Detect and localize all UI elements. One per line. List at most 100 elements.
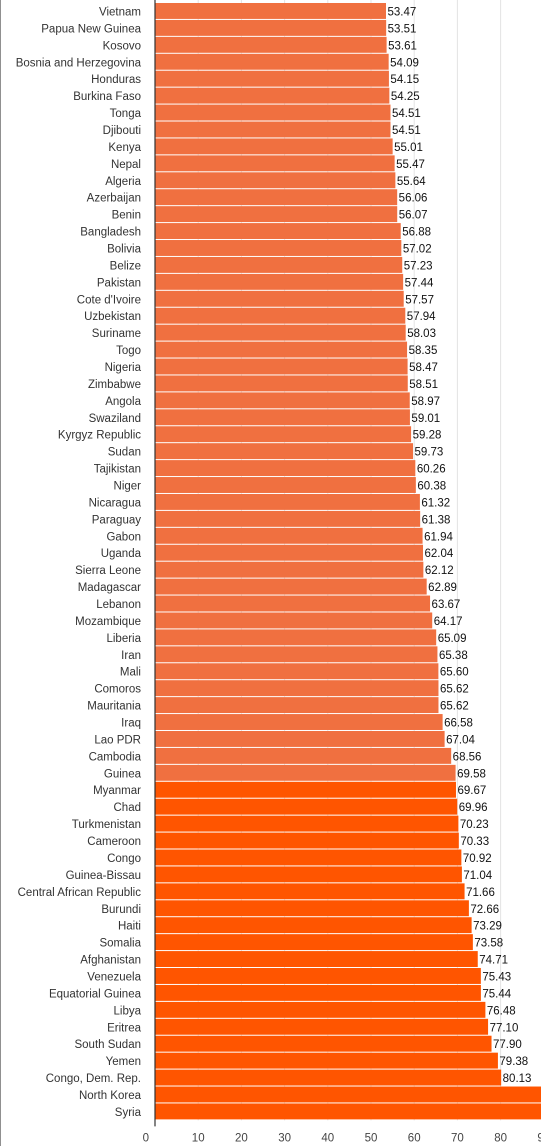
value-label: 80.13 [503,1073,532,1085]
category-label: Pakistan [97,277,141,289]
category-label: Benin [112,210,141,222]
value-label: 66.58 [444,718,473,730]
category-label: Mauritania [87,701,141,713]
category-label: Suriname [92,328,141,340]
bar [155,493,420,510]
bar [155,934,473,951]
bar [155,477,416,493]
category-label: Cameroon [87,836,141,848]
bar [155,714,443,730]
value-label: 77.90 [493,1039,522,1051]
x-tick-label: 80 [494,1132,507,1144]
category-label: Kyrgyz Republic [58,430,141,442]
bar [155,1069,502,1086]
value-label: 54.25 [391,91,420,103]
category-label: Haiti [118,921,141,933]
bar [155,19,387,36]
bar [155,646,438,663]
category-label: Tajikistan [94,464,141,476]
category-label: Togo [116,345,141,357]
value-label: 75.44 [482,988,511,1000]
value-label: 62.89 [428,582,457,594]
value-label: 54.15 [390,74,419,86]
category-label: Somalia [99,938,141,950]
category-label: Madagascar [78,582,141,594]
value-label: 70.33 [460,836,489,848]
value-label: 57.23 [404,260,433,272]
bar [155,36,387,53]
value-label: 57.94 [407,311,436,323]
bar [155,730,445,747]
x-tick-label: 40 [321,1132,334,1144]
x-tick-label: 30 [278,1132,291,1144]
bar [155,527,423,544]
bar [155,1018,489,1035]
category-label: Equatorial Guinea [49,988,142,1000]
value-label: 76.48 [487,1005,516,1017]
bar [155,510,421,527]
value-label: 57.57 [405,294,434,306]
category-label: Afghanistan [80,955,141,967]
bar [155,629,437,646]
bars [155,3,541,1120]
category-label: Tonga [110,108,142,120]
bar [155,206,398,223]
category-label: Niger [114,481,142,493]
value-label: 55.64 [397,176,426,188]
value-label: 60.38 [417,481,446,493]
value-label: 56.88 [402,227,431,239]
category-label: Iraq [121,718,141,730]
bar [155,172,396,189]
category-label: North Korea [79,1090,142,1102]
value-label: 77.10 [490,1022,519,1034]
value-label: 58.03 [407,328,436,340]
category-label: Guinea-Bissau [66,870,141,882]
bar [155,273,404,290]
bar [155,358,408,375]
value-label: 62.04 [425,548,454,560]
value-label: 73.58 [474,938,503,950]
value-label: 58.35 [409,345,438,357]
value-label: 63.67 [432,599,461,611]
category-label: Central African Republic [18,887,142,899]
bar [155,917,472,934]
category-label: Nepal [111,159,141,171]
bar [155,1103,541,1120]
value-label: 69.58 [457,768,486,780]
value-label: 55.01 [394,142,423,154]
value-label: 67.04 [446,734,475,746]
bar [155,307,406,324]
x-tick-label: 60 [408,1132,421,1144]
bar [155,87,390,104]
value-label: 65.09 [438,633,467,645]
category-label: Cambodia [89,751,142,763]
category-label: Turkmenistan [72,819,141,831]
bar [155,544,424,561]
category-label: Comoros [94,684,141,696]
x-tick-label: 70 [451,1132,464,1144]
category-label: Gabon [106,531,141,543]
x-tick-label: 50 [365,1132,378,1144]
value-label: 58.47 [409,362,438,374]
bar [155,680,439,697]
bar [155,53,389,70]
value-label: 74.71 [479,955,508,967]
value-label: 70.23 [460,819,489,831]
value-label: 53.51 [388,23,417,35]
category-label: Myanmar [93,785,141,797]
category-label: Sierra Leone [75,565,141,577]
value-label: 75.43 [482,971,511,983]
bar [155,3,386,19]
bar [155,223,401,240]
category-label: Zimbabwe [88,379,141,391]
value-label: 57.02 [403,243,432,255]
value-label: 69.67 [457,785,486,797]
category-label: Bangladesh [80,227,141,239]
bar [155,951,478,968]
category-label: Yemen [106,1056,141,1068]
bar [155,324,406,341]
value-label: 58.51 [409,379,438,391]
value-label: 55.47 [396,159,425,171]
